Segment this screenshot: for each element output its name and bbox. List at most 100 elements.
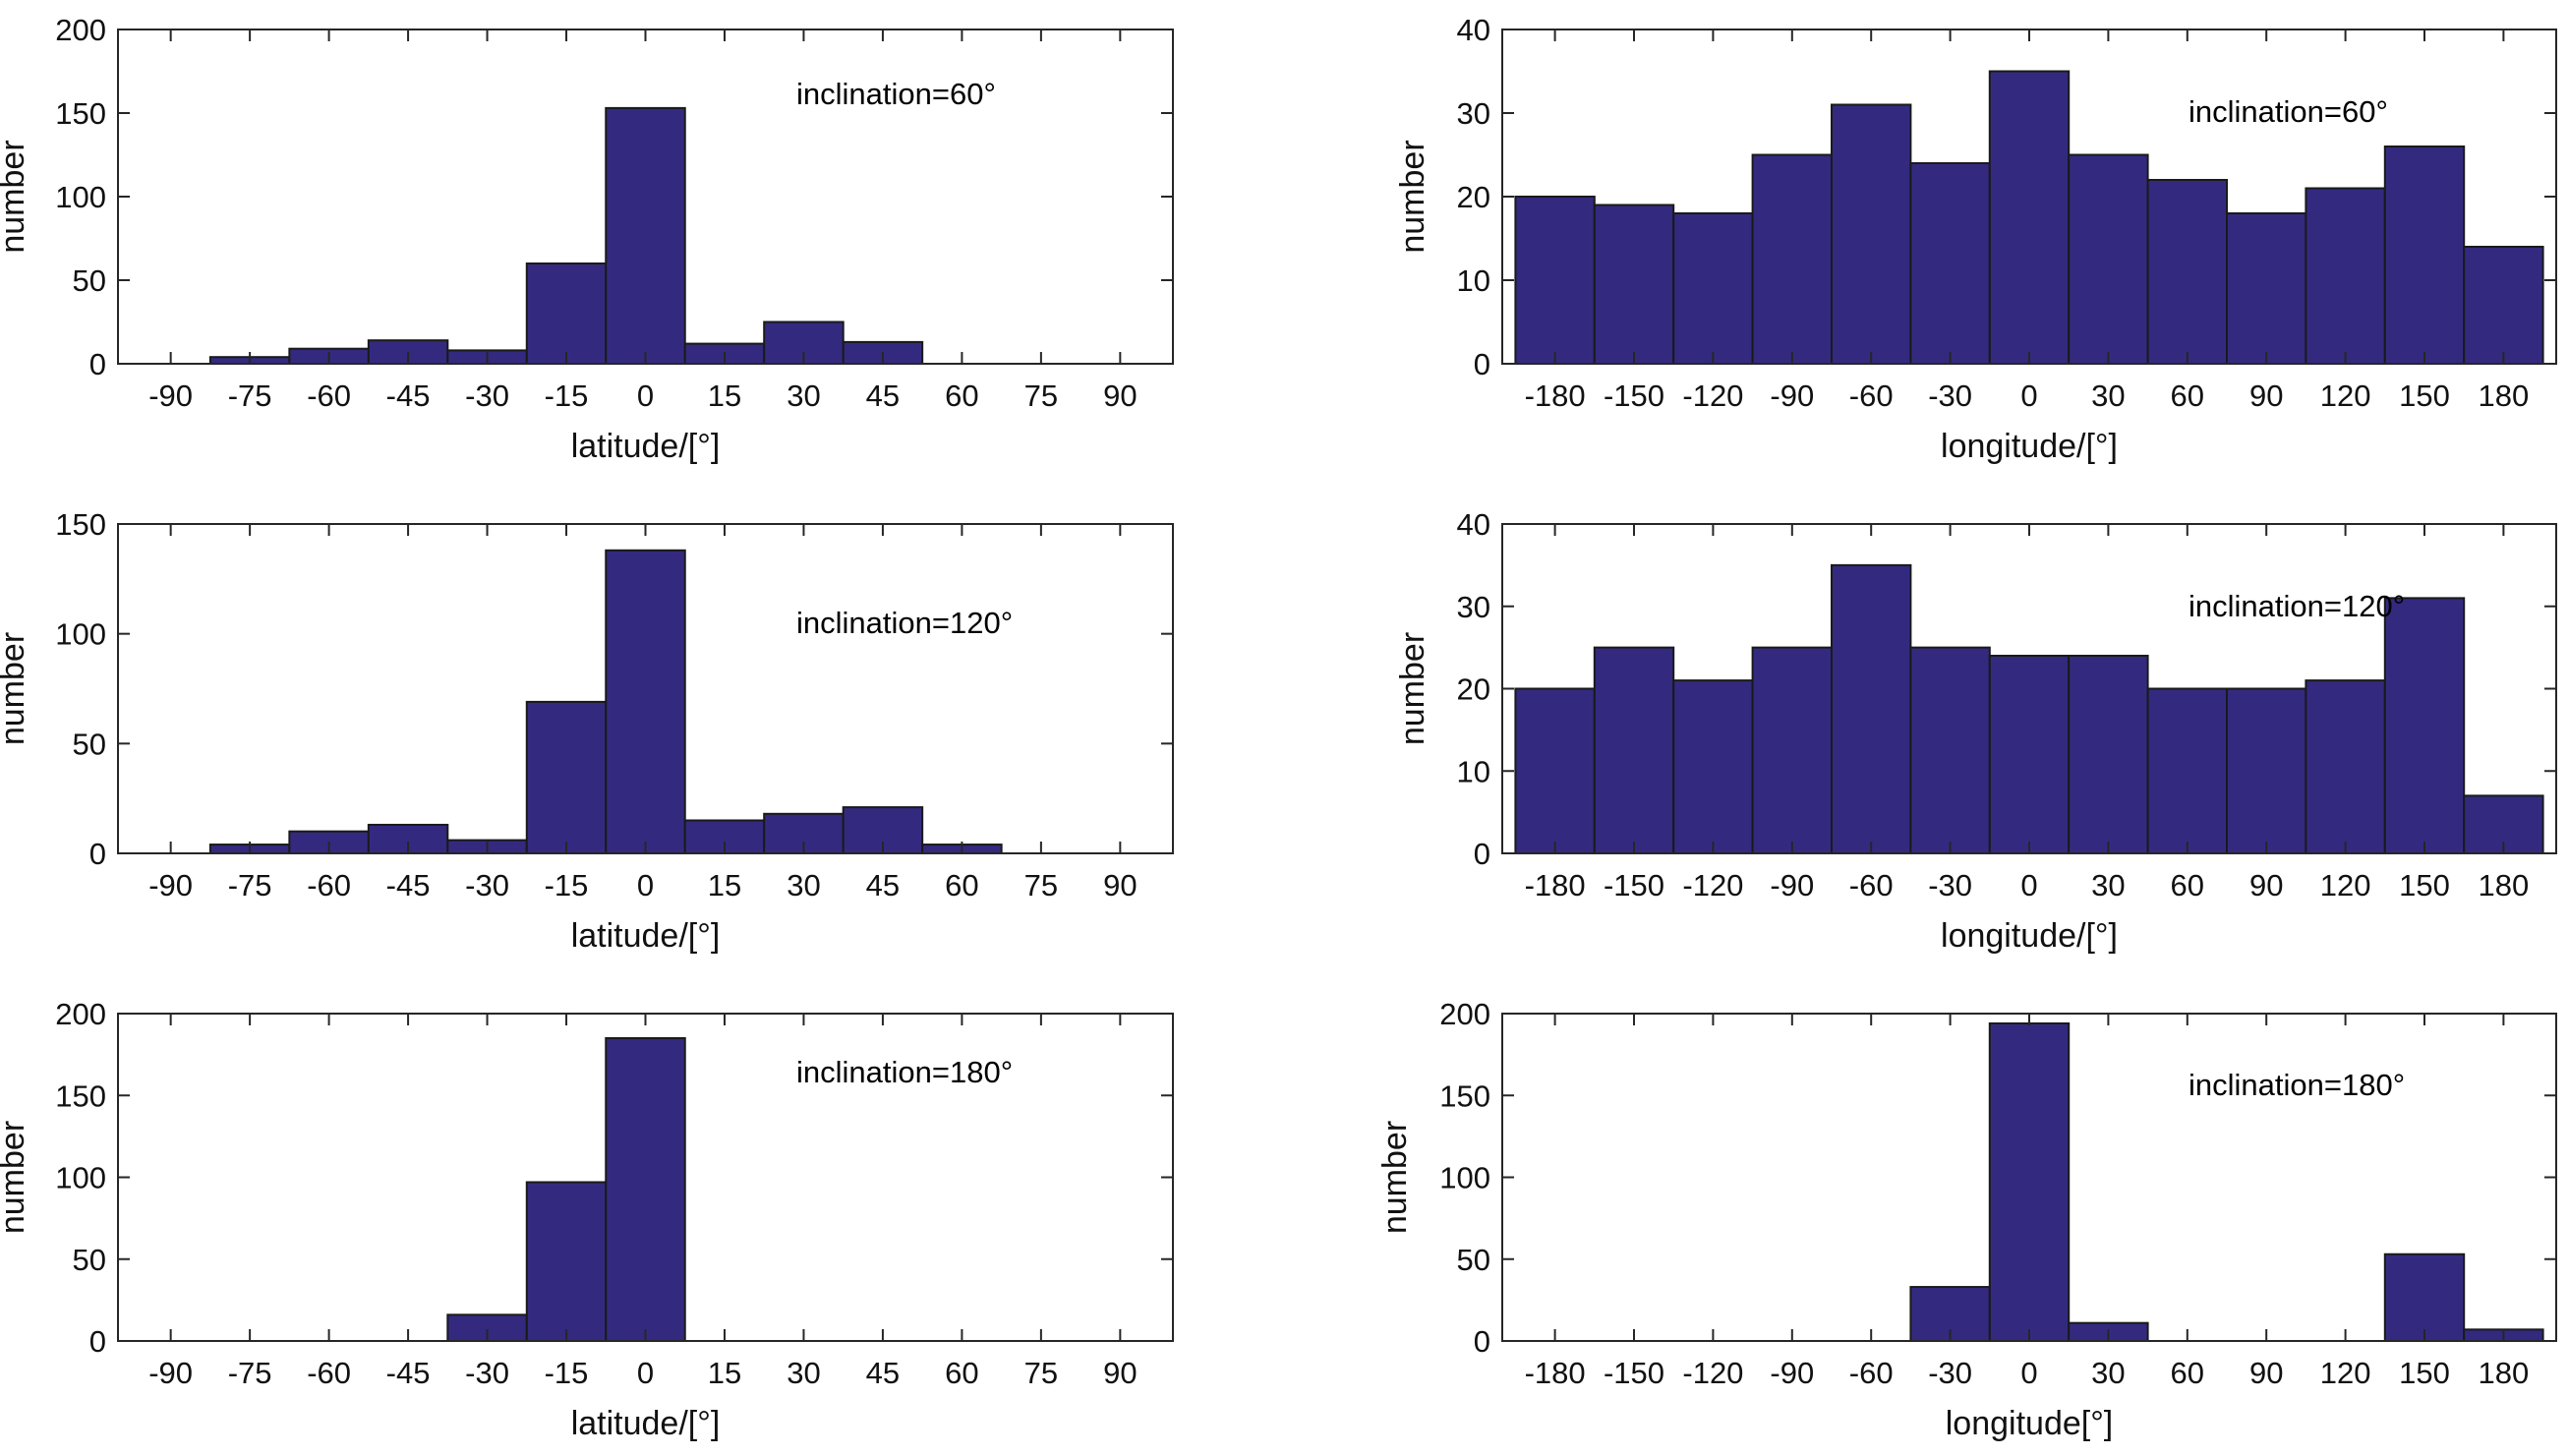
x-tick-label: -60 [307,1356,351,1390]
histogram-bar [2383,146,2466,365]
x-tick-label: 0 [637,868,654,903]
x-tick-label: 60 [2171,379,2204,413]
histogram-bar [1672,679,1754,854]
histogram-bar [2146,687,2229,854]
chart-panel-latitude-120: -90 -75 -60 -45 -30 -15 0 15 30 45 60 75 90 0 50 100 150… [0,507,1174,955]
inclination-annotation: inclination=120° [2189,589,2405,623]
x-tick-label: 0 [637,379,654,413]
y-tick-label: 0 [1474,347,1490,381]
y-axis-label: number [0,1121,31,1234]
x-tick-label: 180 [2479,1356,2530,1390]
histogram-bar [2383,597,2466,854]
x-tick-label: 30 [787,379,820,413]
x-tick-label: 90 [2249,868,2283,903]
y-axis-label: number [1394,140,1431,253]
x-tick-label: 75 [1024,868,1058,903]
x-tick-label: -180 [1525,379,1586,413]
inclination-annotation: inclination=60° [796,77,996,111]
x-tick-label: -90 [148,379,193,413]
x-tick-label: -30 [465,379,509,413]
histogram-bar [605,106,686,366]
x-tick-label: -45 [386,868,431,903]
x-axis-label: longitude/[°] [1941,917,2118,955]
x-tick-label: -120 [1682,379,1743,413]
histogram-bar [2068,153,2149,365]
x-tick-label: -90 [1770,1356,1814,1390]
x-tick-label: 150 [2399,1356,2450,1390]
histogram-bar [2305,187,2386,365]
inclination-annotation: inclination=180° [796,1055,1013,1089]
y-tick-label: 10 [1457,754,1490,788]
y-tick-label: 50 [73,1243,106,1277]
y-axis-label: number [1394,632,1431,745]
y-tick-label: 0 [1474,837,1490,871]
histogram-bar [1831,563,1912,854]
x-tick-label: 30 [2091,1356,2125,1390]
y-axis-label: number [0,140,31,253]
inclination-annotation: inclination=60° [2189,94,2388,129]
x-tick-label: -150 [1604,1356,1664,1390]
histogram-bar [525,1181,608,1342]
y-tick-label: 100 [55,180,106,214]
y-tick-label: 30 [1457,96,1490,131]
y-tick-label: 100 [1439,1161,1490,1195]
y-tick-label: 10 [1457,263,1490,298]
x-tick-label: -15 [545,868,589,903]
chart-panel-latitude-60: -90 -75 -60 -45 -30 -15 0 15 30 45 60 75 90 0 50 100 150… [0,13,1174,465]
histogram-bar [1909,162,1991,365]
x-tick-label: 60 [945,379,978,413]
histogram-bar [1514,687,1596,854]
x-tick-label: -45 [386,1356,431,1390]
x-axis-label: latitude/[°] [571,917,721,955]
x-tick-label: 120 [2320,868,2371,903]
y-tick-label: 20 [1457,672,1490,707]
y-axis-label: number [0,632,31,745]
histogram-bar [1672,212,1754,365]
x-tick-label: -60 [1849,1356,1894,1390]
histogram-bar [1593,204,1675,365]
x-tick-label: 90 [1103,1356,1137,1390]
x-tick-label: 0 [2020,379,2037,413]
x-tick-label: -180 [1525,868,1586,903]
x-tick-label: -30 [1928,1356,1972,1390]
histogram-bar [2463,246,2544,365]
x-tick-label: -30 [465,1356,509,1390]
x-axis-label: latitude/[°] [571,1405,721,1442]
x-tick-label: -30 [1928,379,1972,413]
histogram-bar [1751,153,1833,365]
y-tick-label: 0 [89,837,106,871]
y-tick-label: 150 [55,507,106,542]
x-tick-label: 45 [866,379,900,413]
histogram-bar [1988,70,2071,365]
x-tick-label: 90 [1103,868,1137,903]
x-tick-label: 75 [1024,1356,1058,1390]
y-tick-label: 0 [89,1324,106,1359]
x-tick-label: 30 [787,1356,820,1390]
x-tick-label: -30 [1928,868,1972,903]
x-tick-label: -120 [1682,1356,1743,1390]
y-tick-label: 50 [1457,1243,1490,1277]
inclination-annotation: inclination=120° [796,606,1013,640]
x-tick-label: 90 [2249,1356,2283,1390]
x-tick-label: 15 [708,868,741,903]
y-tick-label: 150 [55,96,106,131]
chart-panel-longitude-120: -180 -150 -120 -90 -60 -30 0 30 60 90 120 150 180 0 10… [1394,507,2557,955]
x-tick-label: 60 [945,868,978,903]
x-tick-label: 45 [866,868,900,903]
histogram-bar [2226,212,2307,365]
x-tick-label: 90 [2249,379,2283,413]
x-tick-label: -60 [307,379,351,413]
histogram-bar [2068,655,2149,854]
x-tick-label: 30 [2091,868,2125,903]
x-tick-label: 30 [2091,379,2125,413]
x-tick-label: -75 [228,1356,272,1390]
x-tick-label: 15 [708,379,741,413]
histogram-bar [525,262,608,365]
x-tick-label: 60 [945,1356,978,1390]
histogram-bar [1988,1021,2071,1342]
x-tick-label: -45 [386,379,431,413]
histogram-bar [1909,646,1991,854]
y-tick-label: 100 [55,617,106,652]
x-tick-label: -30 [465,868,509,903]
